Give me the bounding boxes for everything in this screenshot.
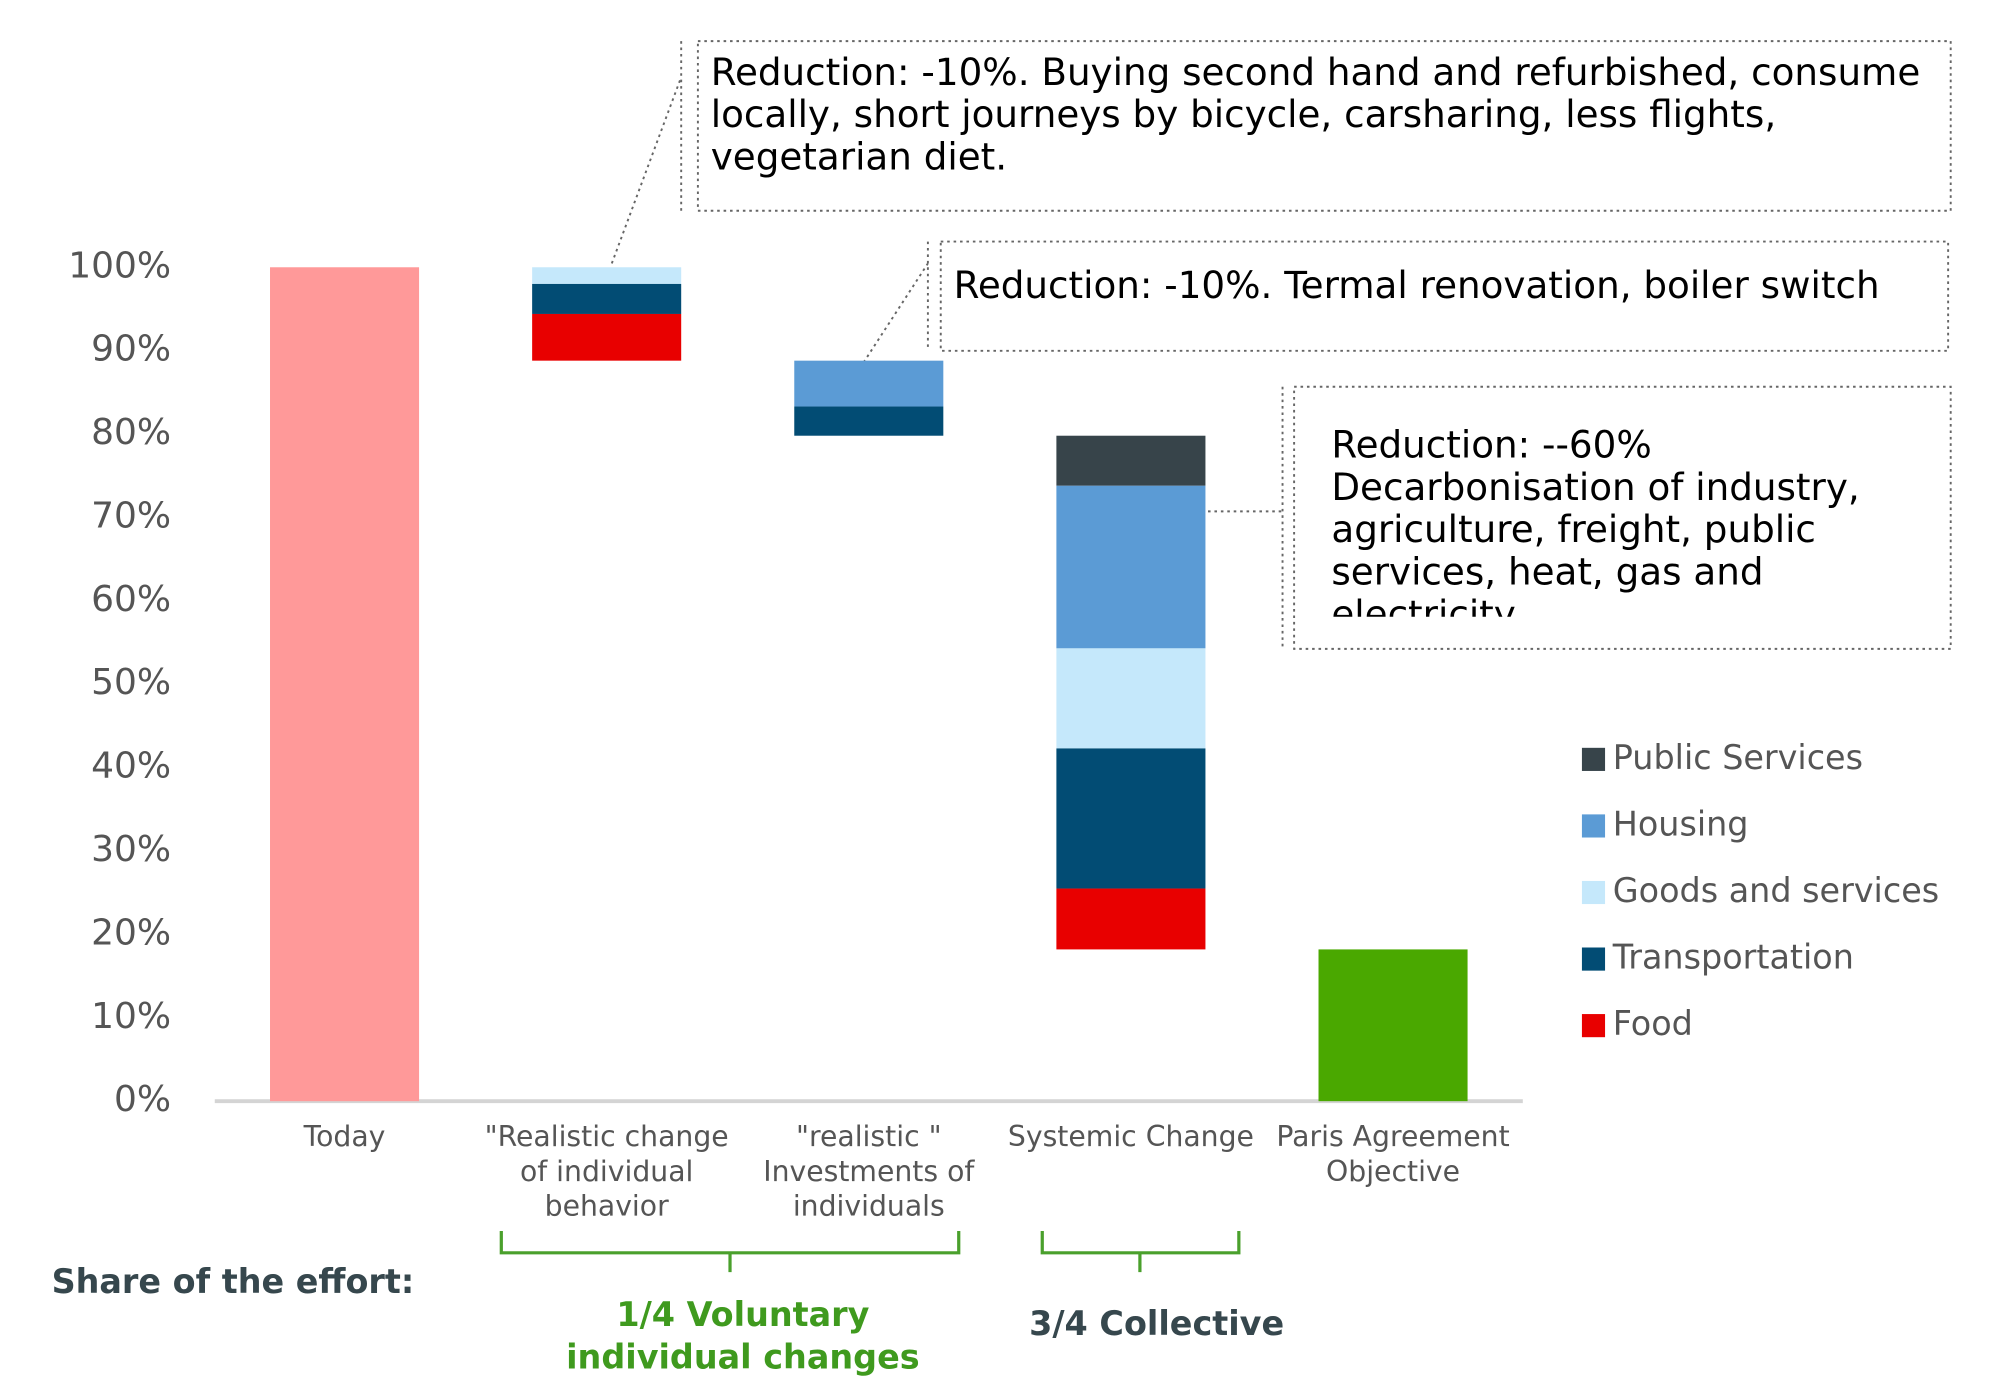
- y-tick-label: 10%: [91, 996, 171, 1037]
- group-label-box: 3/4 Collective: [977, 1304, 1337, 1346]
- annotation-box: Reduction: -10%. Buying second hand and …: [711, 51, 1945, 178]
- legend-swatch: [1581, 880, 1606, 905]
- x-tick-label: "realistic " Investments of individuals: [740, 1120, 997, 1224]
- annotation: Reduction: -10%. Buying second hand and …: [711, 51, 1945, 178]
- x-tick-label-box: "realistic " Investments of individuals: [740, 1120, 997, 1224]
- brace: [499, 1230, 961, 1273]
- bar-segment: [1056, 435, 1206, 486]
- x-tick-text: "Realistic change of individual behavior: [484, 1121, 729, 1224]
- x-tick-label-box: Paris Agreement Objective: [1265, 1120, 1522, 1189]
- x-tick-label-box: Today: [216, 1120, 473, 1155]
- x-tick-label: Paris Agreement Objective: [1265, 1120, 1522, 1189]
- legend-label: Transportation: [1612, 938, 1854, 977]
- y-tick-label: 0%: [114, 1079, 171, 1120]
- x-tick-label: "Realistic change of individual behavior: [478, 1120, 735, 1224]
- bar-segment: [532, 267, 682, 284]
- callouts: [610, 40, 1952, 650]
- annotation-box: Reduction: --60%Decarbonisation of indus…: [1331, 424, 1948, 617]
- bar-segment: [1056, 748, 1206, 889]
- y-tick-label: 40%: [91, 746, 171, 787]
- x-tick-text: Paris Agreement Objective: [1276, 1121, 1510, 1189]
- group-label-text: 1/4 Voluntary individual changes: [566, 1296, 920, 1378]
- legend-swatch: [1581, 947, 1606, 971]
- y-tick-label: 70%: [91, 495, 171, 536]
- y-tick-label: 20%: [91, 912, 171, 953]
- x-tick-text: Today: [303, 1121, 386, 1154]
- legend-swatch: [1581, 814, 1606, 838]
- legend-label: Goods and services: [1613, 871, 1939, 910]
- effort-label: Share of the effort:: [52, 1262, 415, 1301]
- y-tick-label: 30%: [91, 829, 171, 870]
- annotation-line: Reduction: -10%. Termal renovation, boil…: [953, 264, 1880, 308]
- bar-segment: [1056, 888, 1206, 950]
- y-tick-label: 100%: [68, 245, 171, 286]
- x-tick-label-box: Systemic Change: [1002, 1120, 1259, 1155]
- group-label-box: 1/4 Voluntary individual changes: [537, 1295, 948, 1380]
- legend-label: Housing: [1613, 804, 1749, 843]
- legend-label: Public Services: [1613, 738, 1863, 777]
- annotation-line: Decarbonisation of industry, agriculture…: [1331, 465, 1860, 617]
- legend-label: Food: [1613, 1004, 1693, 1043]
- bar: [270, 267, 420, 1102]
- bar-segment: [532, 283, 682, 314]
- legend-swatch: [1581, 1014, 1606, 1038]
- annotation-line: Reduction: -10%. Buying second hand and …: [710, 51, 1921, 179]
- bar-segment: [1056, 485, 1206, 649]
- brace: [1040, 1230, 1241, 1273]
- annotation: Reduction: --60% Decarbonisation of indus…: [1331, 424, 1948, 617]
- bar: [1318, 949, 1468, 1102]
- group-label: 3/4 Collective: [977, 1304, 1337, 1346]
- y-tick-label: 90%: [91, 329, 171, 370]
- bar-segment: [794, 360, 944, 407]
- x-tick-text: "realistic " Investments of individuals: [763, 1121, 975, 1224]
- y-tick-label: 50%: [91, 662, 171, 703]
- x-tick-label: Today: [216, 1120, 473, 1155]
- x-tick-label: Systemic Change: [1002, 1120, 1259, 1155]
- bar-segment: [532, 313, 682, 361]
- group-label-text: 3/4 Collective: [1029, 1305, 1285, 1345]
- group-label: 1/4 Voluntary individual changes: [537, 1295, 948, 1380]
- bar-segment: [1056, 648, 1206, 749]
- x-tick-text: Systemic Change: [1007, 1121, 1254, 1154]
- x-tick-label-box: "Realistic change of individual behavior: [478, 1120, 735, 1224]
- annotation: Reduction: -10%. Termal renovation, boil…: [954, 265, 1943, 307]
- y-tick-label: 80%: [91, 412, 171, 453]
- annotation-box: Reduction: -10%. Termal renovation, boil…: [954, 265, 1943, 307]
- y-tick-label: 60%: [91, 579, 171, 620]
- legend-swatch: [1581, 747, 1606, 771]
- annotation-line: Reduction: --60%: [1331, 424, 1652, 467]
- bar-segment: [794, 406, 944, 436]
